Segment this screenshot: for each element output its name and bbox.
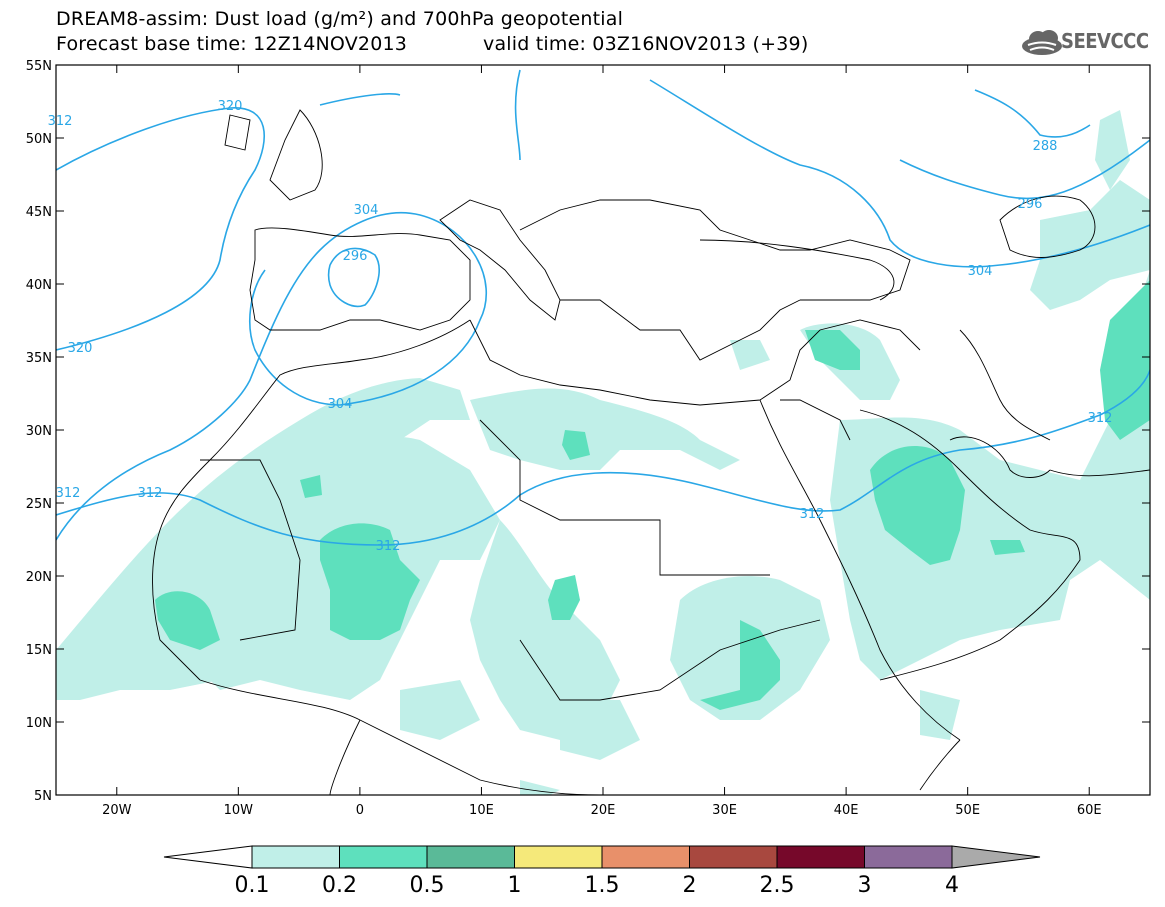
contour-label: 320: [218, 99, 243, 114]
title-line-1: DREAM8-assim: Dust load (g/m²) and 700hP…: [56, 8, 624, 30]
lat-label: 50N: [26, 132, 52, 147]
contour-labels: 312 320 304 296 304 288 296 304 312 312 312 312 320 3…: [48, 99, 1113, 554]
contour-label: 312: [376, 539, 401, 554]
colorbar-swatch: [601, 845, 690, 869]
lon-label: 50E: [955, 803, 980, 818]
contour-label: 312: [800, 507, 825, 522]
colorbar-swatch: [689, 845, 778, 869]
colorbar-swatch: [339, 845, 428, 869]
colorbar-min-arrow: [163, 845, 253, 869]
lat-label: 45N: [26, 205, 52, 220]
coastlines: [152, 109, 1150, 795]
colorbar-label: 1.5: [585, 873, 620, 898]
colorbar-max-arrow: [951, 845, 1041, 869]
lat-label: 35N: [26, 351, 52, 366]
colorbar-label: 2: [683, 873, 697, 898]
longitude-labels: 20W 10W 0 10E 20E 30E 40E 50E 60E: [102, 65, 1102, 818]
contour-label: 320: [68, 341, 93, 356]
title-base-time: Forecast base time: 12Z14NOV2013: [56, 33, 408, 55]
contour-label: 296: [1018, 197, 1043, 212]
lon-label: 20W: [102, 803, 132, 818]
lon-label: 40E: [834, 803, 859, 818]
contour-label: 312: [48, 114, 73, 129]
lon-label: 10E: [469, 803, 494, 818]
latitude-labels: 55N 50N 45N 40N 35N 30N 25N 20N 15N 10N 5N: [26, 59, 1150, 804]
lon-label: 30E: [712, 803, 737, 818]
colorbar-label: 2.5: [760, 873, 795, 898]
contour-label: 312: [1088, 411, 1113, 426]
contour-label: 288: [1033, 139, 1058, 154]
colorbar-swatch: [426, 845, 515, 869]
contour-label: 296: [343, 249, 368, 264]
contour-label: 304: [968, 264, 993, 279]
geopotential-contours: [56, 69, 1150, 546]
lon-label: 0: [356, 803, 364, 818]
colorbar-label: 0.1: [235, 873, 270, 898]
lat-label: 25N: [26, 497, 52, 512]
title-valid-time: valid time: 03Z16NOV2013 (+39): [483, 33, 809, 55]
logo-text: SEEVCCC: [1061, 29, 1149, 53]
colorbar-label: 1: [508, 873, 522, 898]
colorbar-label: 0.5: [410, 873, 445, 898]
contour-label: 304: [354, 203, 379, 218]
lon-label: 10W: [224, 803, 254, 818]
lon-label: 20E: [591, 803, 616, 818]
colorbar: 0.1 0.2 0.5 1 1.5 2 2.5 3 4: [163, 845, 1041, 898]
colorbar-swatch: [864, 845, 953, 869]
colorbar-swatch: [251, 845, 340, 869]
contour-label: 304: [328, 397, 353, 412]
dust-fields: [56, 110, 1150, 795]
lat-label: 30N: [26, 424, 52, 439]
colorbar-label: 3: [858, 873, 872, 898]
lat-label: 20N: [26, 570, 52, 585]
colorbar-label: 4: [945, 873, 959, 898]
lon-label: 60E: [1077, 803, 1102, 818]
lat-label: 55N: [26, 59, 52, 74]
contour-label: 312: [138, 486, 163, 501]
colorbar-label: 0.2: [322, 873, 357, 898]
colorbar-swatch: [776, 845, 865, 869]
lat-label: 15N: [26, 643, 52, 658]
colorbar-swatch: [514, 845, 603, 869]
lat-label: 5N: [34, 789, 52, 804]
lat-label: 10N: [26, 716, 52, 731]
contour-label: 312: [56, 486, 81, 501]
lat-label: 40N: [26, 278, 52, 293]
cloud-logo-icon: [1022, 30, 1062, 55]
